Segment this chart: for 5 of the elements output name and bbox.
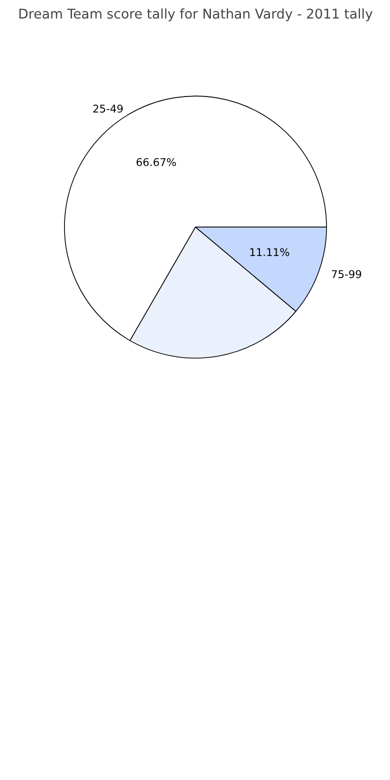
data-label: 66.67% (136, 156, 177, 169)
data-label: 11.11% (249, 246, 290, 260)
chart-title: Dream Team score tally for Nathan Vardy - 2011 tally (18, 8, 373, 22)
slice-label: 75-99 (330, 268, 362, 282)
slice-label: 25-49 (92, 102, 124, 116)
